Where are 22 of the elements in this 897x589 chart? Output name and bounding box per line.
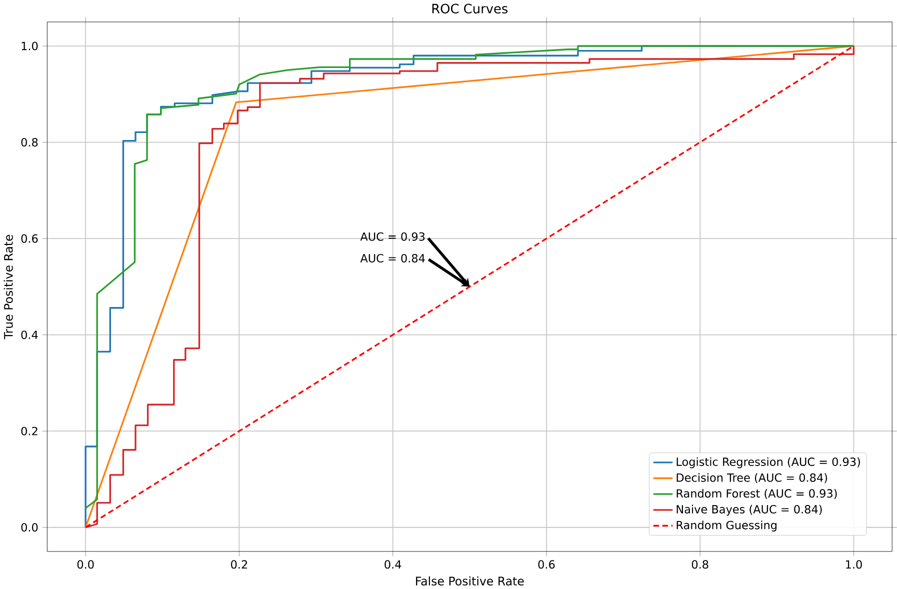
annotation: AUC = 0.93: [360, 232, 425, 241]
legend-label: Naive Bayes (AUC = 0.84): [676, 504, 822, 516]
legend-label: Decision Tree (AUC = 0.84): [676, 473, 828, 484]
x-tick-label: 0.8: [692, 560, 708, 569]
y-axis-title: True Positive Rate: [4, 234, 13, 340]
annotation: AUC = 0.84: [360, 254, 425, 262]
y-tick-label: 0.4: [21, 330, 38, 339]
x-tick-label: 0.4: [384, 560, 402, 569]
legend-label: Random Guessing: [676, 520, 776, 532]
legend-label: Logistic Regression (AUC = 0.93): [676, 457, 860, 468]
x-tick-label: 0.0: [77, 560, 94, 569]
y-tick-label: 0.2: [21, 426, 38, 436]
legend-label: Random Forest (AUC = 0.93): [676, 488, 837, 499]
x-tick-label: 0.6: [538, 560, 555, 569]
y-tick-label: 0.6: [21, 234, 38, 243]
x-tick-label: 0.2: [231, 560, 248, 569]
x-axis-title: False Positive Rate: [416, 576, 524, 586]
chart-title: ROC Curves: [432, 4, 508, 14]
y-tick-label: 0.8: [21, 138, 38, 146]
x-tick-label: 1.0: [846, 560, 862, 569]
y-tick-label: 1.0: [22, 42, 38, 50]
y-tick-label: 0.0: [21, 522, 38, 532]
